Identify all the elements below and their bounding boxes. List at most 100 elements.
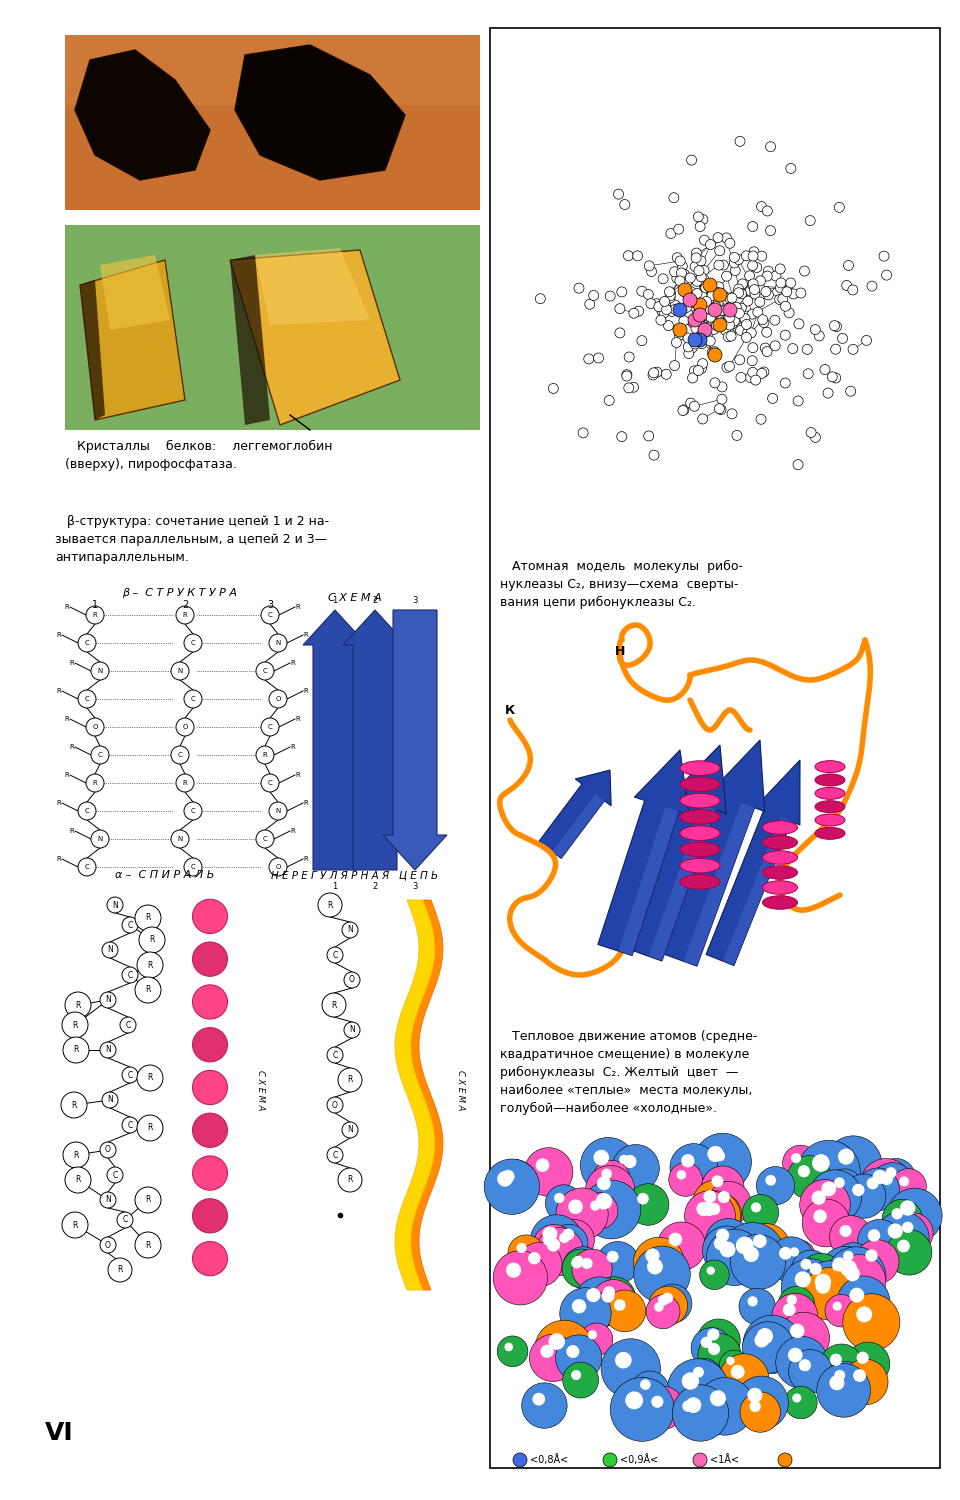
Circle shape (673, 303, 687, 316)
Circle shape (690, 261, 700, 272)
Circle shape (644, 430, 654, 441)
Text: R: R (70, 828, 74, 834)
Circle shape (710, 308, 721, 318)
Circle shape (714, 1236, 728, 1250)
Ellipse shape (193, 900, 228, 933)
Circle shape (847, 1342, 890, 1386)
Ellipse shape (680, 794, 720, 808)
Circle shape (740, 1392, 780, 1432)
Ellipse shape (815, 774, 845, 786)
Circle shape (671, 338, 682, 348)
Circle shape (900, 1200, 916, 1215)
Circle shape (719, 309, 729, 318)
Circle shape (708, 306, 719, 315)
Circle shape (553, 1220, 594, 1262)
Text: 1: 1 (332, 596, 338, 604)
Circle shape (748, 1388, 762, 1402)
Circle shape (698, 414, 708, 424)
Circle shape (698, 358, 708, 369)
Circle shape (692, 288, 702, 298)
Circle shape (603, 1454, 617, 1467)
Circle shape (344, 1022, 360, 1038)
Circle shape (830, 374, 841, 382)
Circle shape (667, 306, 677, 316)
Circle shape (725, 238, 735, 249)
Circle shape (536, 1158, 549, 1172)
Ellipse shape (762, 880, 798, 894)
Circle shape (793, 396, 804, 406)
Circle shape (706, 240, 715, 249)
Circle shape (707, 304, 716, 313)
Circle shape (171, 746, 189, 764)
Circle shape (674, 224, 684, 234)
Circle shape (732, 430, 742, 441)
Circle shape (743, 1316, 802, 1374)
Circle shape (842, 1174, 886, 1218)
Circle shape (699, 266, 709, 276)
Ellipse shape (193, 1071, 228, 1104)
Circle shape (837, 1276, 890, 1329)
Circle shape (776, 278, 786, 288)
Circle shape (714, 260, 724, 270)
Text: Н Е Р Е Г У Л Я Р Н А Я   Ц Е П Ь: Н Е Р Е Г У Л Я Р Н А Я Ц Е П Ь (272, 870, 439, 880)
Circle shape (669, 192, 679, 202)
Circle shape (563, 1246, 604, 1288)
Text: R: R (291, 660, 296, 666)
Text: R: R (145, 986, 151, 994)
Bar (65, 34, 480, 210)
Circle shape (597, 1242, 639, 1284)
Text: N: N (349, 1026, 355, 1035)
Circle shape (703, 1226, 751, 1275)
Circle shape (703, 278, 717, 292)
Circle shape (137, 952, 163, 978)
Circle shape (694, 255, 705, 266)
Circle shape (731, 1234, 785, 1290)
Circle shape (703, 303, 713, 313)
Bar (65, 225, 480, 430)
Circle shape (693, 211, 704, 222)
Circle shape (623, 251, 634, 261)
Circle shape (879, 251, 889, 261)
Circle shape (709, 306, 719, 316)
Text: Кристаллы    белков:    леггемоглобин
(вверху), пирофосфатаза.: Кристаллы белков: леггемоглобин (вверху)… (65, 440, 332, 471)
Text: C: C (122, 1215, 128, 1224)
Circle shape (735, 136, 745, 147)
Circle shape (678, 405, 688, 416)
Circle shape (694, 304, 705, 313)
Text: R: R (296, 716, 300, 722)
Circle shape (269, 634, 287, 652)
Circle shape (825, 1294, 857, 1328)
Circle shape (820, 1344, 863, 1388)
Circle shape (691, 248, 702, 258)
Circle shape (122, 916, 138, 933)
Text: R: R (296, 604, 300, 610)
Circle shape (587, 1288, 600, 1302)
Ellipse shape (762, 836, 798, 849)
Circle shape (63, 1142, 89, 1168)
Circle shape (748, 279, 758, 290)
Circle shape (765, 1174, 776, 1185)
Text: C: C (84, 696, 89, 702)
Polygon shape (684, 802, 755, 966)
Text: С Х Е М А: С Х Е М А (255, 1070, 265, 1110)
Circle shape (716, 1228, 730, 1242)
Circle shape (752, 262, 762, 273)
Text: VI: VI (45, 1420, 74, 1444)
Circle shape (745, 286, 756, 296)
Circle shape (708, 1146, 724, 1162)
Circle shape (850, 1287, 864, 1302)
Text: Н: Н (614, 645, 625, 658)
Circle shape (718, 300, 729, 310)
Circle shape (693, 366, 704, 375)
Circle shape (710, 309, 720, 318)
Circle shape (698, 322, 712, 338)
Circle shape (634, 1246, 690, 1302)
Circle shape (825, 1168, 863, 1208)
Circle shape (657, 306, 667, 316)
Text: C: C (178, 752, 182, 758)
Polygon shape (230, 255, 270, 424)
Circle shape (693, 1180, 738, 1225)
Circle shape (646, 1294, 680, 1329)
Circle shape (775, 294, 784, 304)
Circle shape (508, 1234, 544, 1270)
